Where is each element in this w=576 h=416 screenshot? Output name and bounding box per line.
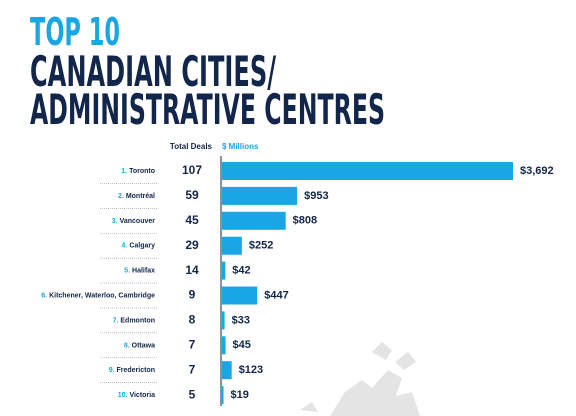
- column-header: Total Deals: [170, 142, 213, 151]
- bar: [222, 236, 242, 255]
- category: Victoria: [129, 392, 155, 399]
- deal-count: 5: [189, 387, 196, 401]
- deal-count: 8: [189, 313, 196, 327]
- deal-count: 7: [189, 337, 196, 351]
- value-label: $42: [232, 265, 250, 277]
- row-label: 3. Vancouver: [112, 218, 155, 225]
- category: Edmonton: [120, 317, 155, 324]
- value-label: $3,692: [520, 165, 554, 177]
- row-label: 4. Calgary: [122, 243, 156, 250]
- category: Calgary: [129, 243, 155, 250]
- deal-count: 59: [185, 188, 199, 202]
- bar: [222, 261, 226, 280]
- bar: [222, 336, 226, 355]
- bar: [222, 162, 513, 180]
- value-label: $447: [264, 289, 288, 301]
- value-label: $123: [239, 364, 263, 376]
- category: Montréal: [126, 193, 155, 200]
- rank: 8.: [124, 342, 130, 349]
- deal-count: 14: [185, 263, 199, 277]
- rank: 10.: [118, 392, 128, 399]
- rank: 3.: [112, 218, 118, 225]
- row-label: 2. Montréal: [118, 193, 155, 200]
- row-label: 10. Victoria: [118, 392, 155, 399]
- category: Vancouver: [120, 218, 156, 225]
- rank: 2.: [118, 193, 124, 200]
- bar: [222, 386, 224, 405]
- title-line: CANADIAN CITIES/: [30, 47, 276, 96]
- deal-count: 9: [189, 288, 196, 302]
- bar: [222, 211, 286, 230]
- title-line: ADMINISTRATIVE CENTRES: [30, 85, 385, 134]
- value-label: $808: [293, 215, 317, 227]
- category: Kitchener, Waterloo, Cambridge: [49, 292, 155, 299]
- bar: [222, 311, 225, 330]
- value-label: $953: [304, 190, 328, 202]
- category: Ottawa: [132, 342, 155, 349]
- deal-count: 107: [182, 163, 202, 177]
- map-decoration: [300, 342, 420, 416]
- deal-count: 7: [189, 362, 196, 376]
- row-label: 9. Fredericton: [109, 367, 155, 374]
- deal-count: 45: [185, 213, 199, 227]
- value-label: $33: [232, 314, 250, 326]
- deal-count: 29: [185, 238, 199, 252]
- row-label: 7. Edmonton: [113, 317, 155, 324]
- rank: 1.: [121, 168, 127, 175]
- rank: 6.: [41, 292, 47, 299]
- category: Halifax: [132, 267, 155, 274]
- bar: [222, 361, 232, 380]
- value-label: $252: [249, 240, 273, 252]
- rank: 9.: [109, 367, 115, 374]
- row-label: 8. Ottawa: [124, 342, 155, 349]
- row-label: 5. Halifax: [124, 267, 155, 274]
- row-label: 1. Toronto: [121, 168, 155, 175]
- column-header: $ Millions: [222, 142, 259, 151]
- title-line: TOP 10: [30, 10, 120, 54]
- bar: [222, 286, 258, 305]
- rank: 4.: [122, 243, 128, 250]
- rank: 5.: [124, 267, 130, 274]
- row-label: 6. Kitchener, Waterloo, Cambridge: [41, 292, 155, 299]
- bar: [222, 186, 298, 205]
- value-label: $45: [233, 339, 251, 351]
- rank: 7.: [113, 317, 119, 324]
- category: Toronto: [129, 168, 155, 175]
- category: Fredericton: [116, 367, 155, 374]
- value-label: $19: [230, 389, 248, 401]
